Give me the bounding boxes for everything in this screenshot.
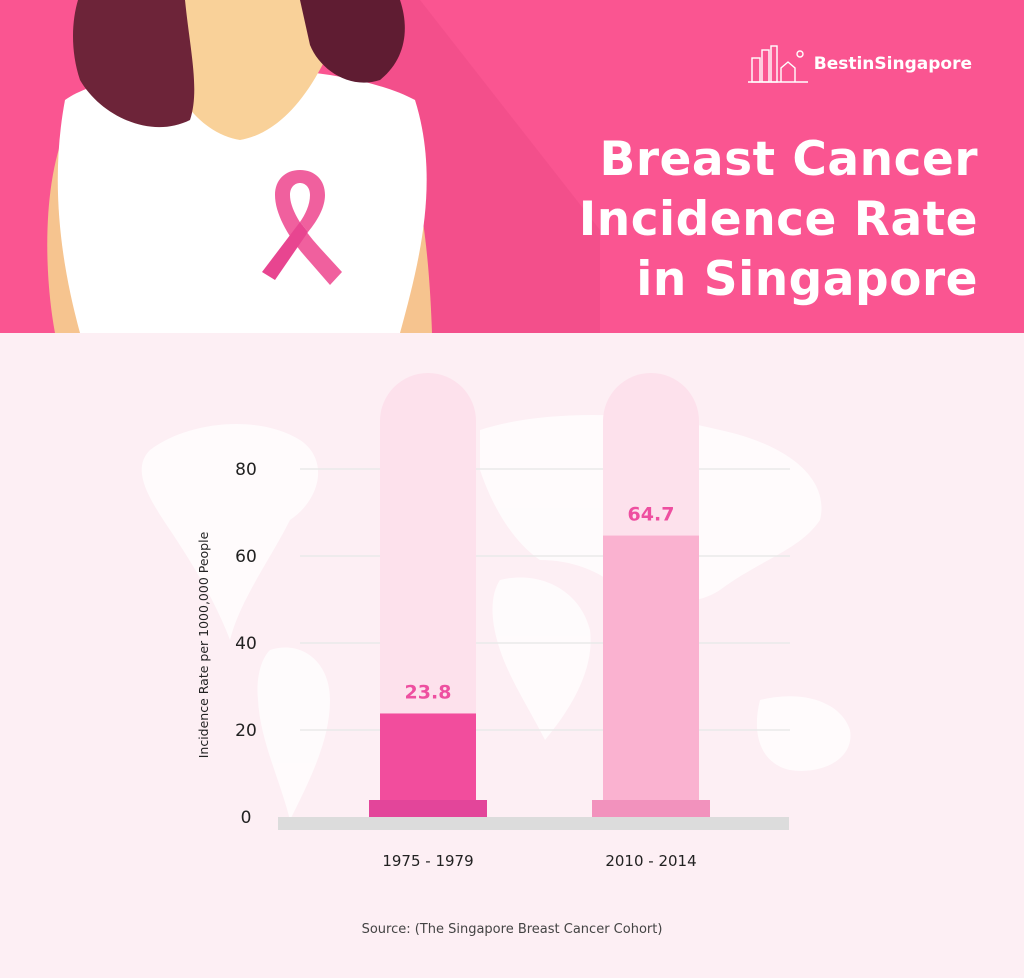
source-note: Source: (The Singapore Breast Cancer Coh… <box>361 922 663 937</box>
shadow-shape <box>330 0 600 333</box>
bar-base-2 <box>592 800 710 817</box>
y-tick-label: 20 <box>235 721 257 741</box>
y-axis-ticks: 0 20 40 60 80 <box>235 460 257 828</box>
bar-tube-1 <box>380 373 476 817</box>
bar-1 <box>380 713 476 817</box>
woman-illustration <box>47 0 600 333</box>
bars: 23.8 64.7 <box>369 504 710 817</box>
x-axis-baseline <box>278 817 789 830</box>
hair-left <box>73 0 195 128</box>
hair-right <box>300 0 405 83</box>
bar-base-1 <box>369 800 487 817</box>
brand-name: BestinSingapore <box>813 54 972 74</box>
header-banner: BestinSingapore Breast Cancer Incidence … <box>0 0 1024 333</box>
bar-value-label: 23.8 <box>405 681 452 703</box>
x-tick-label: 2010 - 2014 <box>605 852 696 870</box>
title-line-1: Breast Cancer <box>599 132 978 187</box>
bar-2 <box>603 535 699 817</box>
y-tick-label: 60 <box>235 547 257 567</box>
title-line-3: in Singapore <box>636 252 978 307</box>
title-line-2: Incidence Rate <box>578 192 978 247</box>
neck <box>165 0 330 140</box>
x-axis-labels: 1975 - 1979 2010 - 2014 <box>382 852 696 870</box>
city-skyline-icon <box>747 45 808 83</box>
y-axis-label: Incidence Rate per 1000,000 People <box>196 531 211 758</box>
bar-chart: 0 20 40 60 80 23.8 64.7 1975 - 1979 2010 - 201… <box>141 373 851 870</box>
y-tick-label: 0 <box>241 808 252 828</box>
y-tick-label: 80 <box>235 460 257 480</box>
page-title: Breast Cancer Incidence Rate in Singapor… <box>579 130 978 310</box>
y-tick-label: 40 <box>235 634 257 654</box>
bar-value-label: 64.7 <box>628 504 675 526</box>
brand-logo: BestinSingapore <box>747 44 972 84</box>
pink-ribbon-icon <box>262 170 342 285</box>
x-tick-label: 1975 - 1979 <box>382 852 473 870</box>
